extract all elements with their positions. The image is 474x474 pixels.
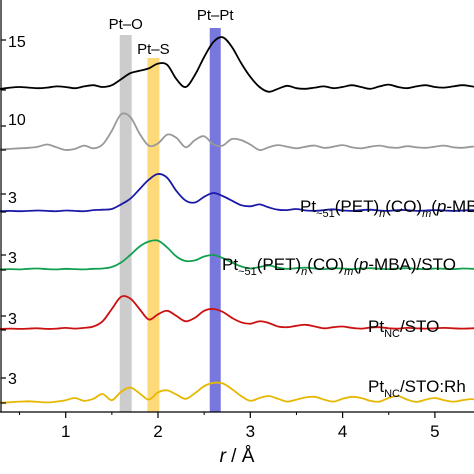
series-label-part: NC: [384, 388, 400, 400]
x-axis-label-symbol: r: [220, 446, 227, 467]
series-line-3: [0, 239, 474, 271]
series-label-part: m: [344, 266, 353, 278]
series-label-part: p: [436, 197, 446, 216]
scale-label-0: 15: [8, 34, 26, 51]
series-label-part: (: [431, 197, 437, 216]
series-label-part: p: [358, 255, 368, 274]
series-label-part: ~51: [316, 208, 335, 220]
series-label-2: Pt~51(PET)n(CO)m(p-MBA): [300, 197, 474, 220]
x-axis-label-unit: / Å: [226, 446, 255, 467]
scale-bars: 15 10 3 3 3 3: [1, 34, 26, 404]
series-line-4: [0, 295, 474, 330]
series-label-part: ~51: [238, 266, 257, 278]
series-label-part: NC: [384, 328, 400, 340]
series-label-part: Pt: [368, 317, 384, 336]
band-0: [119, 35, 132, 412]
bond-bands: Pt–O Pt–S Pt–Pt: [109, 7, 235, 412]
band-label-2: Pt–Pt: [197, 7, 235, 24]
series-line-0: [0, 36, 474, 93]
band-label-1: Pt–S: [137, 41, 170, 58]
x-tick-label-0: 1: [61, 422, 70, 441]
series-label-part: m: [422, 208, 431, 220]
series-label-part: Pt: [222, 255, 238, 274]
x-axis-label: r / Å: [220, 446, 255, 467]
series-label-part: (: [353, 255, 359, 274]
series-label-part: (CO): [307, 255, 344, 274]
x-tick-label-4: 5: [430, 422, 439, 441]
band-label-0: Pt–O: [109, 16, 143, 33]
scale-label-3: 3: [8, 250, 17, 267]
series-label-part: Pt: [300, 197, 316, 216]
series-label-part: /STO:Rh: [400, 377, 466, 396]
series-line-5: [0, 381, 474, 404]
series-line-2: [0, 173, 474, 213]
band-1: [147, 58, 160, 412]
series-label-part: (PET): [335, 197, 379, 216]
series-label-part: (CO): [385, 197, 422, 216]
series-label-part: n: [379, 208, 385, 220]
series-label-3: Pt~51(PET)n(CO)m(p-MBA)/STO: [222, 255, 456, 278]
series-label-5: PtNC/STO:Rh: [368, 377, 466, 400]
scale-label-2: 3: [8, 190, 17, 207]
series-line-1: [0, 112, 474, 151]
x-tick-label-2: 3: [246, 422, 255, 441]
series-label-part: -MBA)/STO: [368, 255, 456, 274]
series-label-part: Pt: [368, 377, 384, 396]
scale-label-5: 3: [8, 371, 17, 388]
series-label-part: n: [301, 266, 307, 278]
scale-label-4: 3: [8, 311, 17, 328]
spectra-series: Pt~51(PET)n(CO)m(p-MBA)Pt~51(PET)n(CO)m(…: [0, 36, 474, 404]
band-2: [209, 28, 221, 412]
series-label-part: /STO: [400, 317, 439, 336]
series-label-4: PtNC/STO: [368, 317, 439, 340]
x-tick-label-3: 4: [338, 422, 347, 441]
scale-label-1: 10: [8, 112, 26, 129]
series-label-part: (PET): [257, 255, 301, 274]
x-axis: 1 2 3 4 5: [0, 0, 474, 441]
series-label-part: -MBA): [446, 197, 474, 216]
x-tick-label-1: 2: [153, 422, 162, 441]
